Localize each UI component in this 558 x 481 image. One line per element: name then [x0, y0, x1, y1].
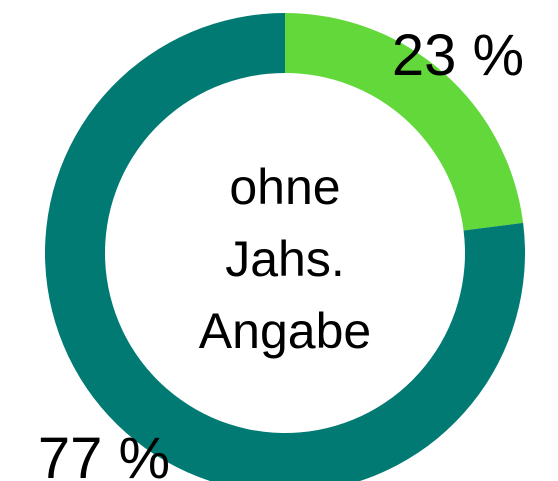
value-label: 77 % — [38, 426, 170, 481]
value-label: 23 % — [392, 23, 524, 88]
center-label: Angabe — [199, 303, 371, 359]
center-label: Jahs. — [225, 231, 345, 287]
donut-slice — [285, 13, 524, 231]
center-label: ohne — [229, 159, 340, 215]
